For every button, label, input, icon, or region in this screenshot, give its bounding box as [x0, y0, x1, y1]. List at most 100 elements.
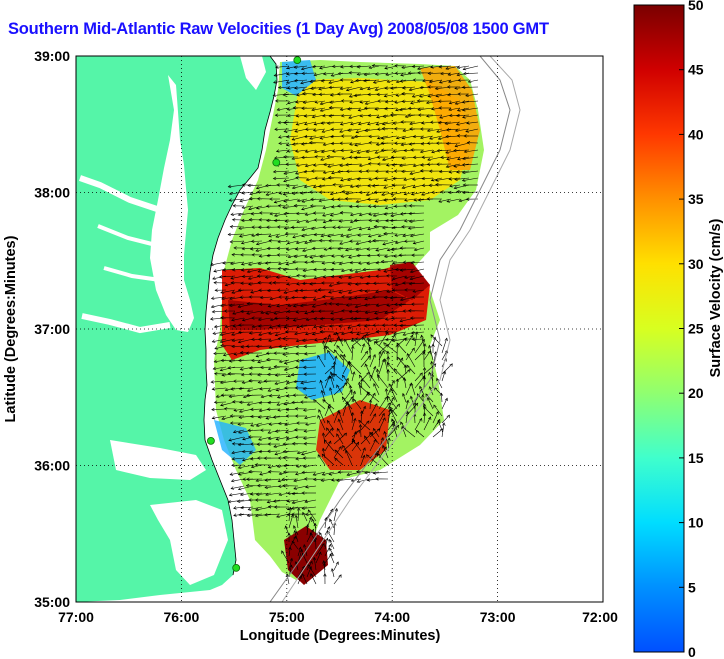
velocity-arrow-head	[220, 403, 224, 407]
velocity-arrow-head	[431, 149, 435, 154]
velocity-arrow	[369, 366, 376, 382]
velocity-arrow	[400, 79, 416, 82]
velocity-arrow	[266, 359, 281, 361]
velocity-arrow	[264, 485, 281, 488]
velocity-arrow-head	[358, 226, 363, 231]
velocity-arrow	[417, 107, 434, 111]
velocity-arrow	[456, 170, 470, 173]
velocity-arrow-head	[349, 389, 353, 393]
velocity-arrow	[319, 324, 335, 328]
velocity-arrow	[404, 219, 416, 222]
velocity-arrow-head	[286, 135, 290, 139]
velocity-arrow-head	[374, 316, 379, 321]
velocity-arrow	[378, 344, 389, 354]
velocity-arrow	[310, 573, 317, 585]
velocity-arrow-head	[339, 211, 344, 215]
velocity-arrow-head	[277, 239, 281, 244]
velocity-arrow-head	[349, 100, 353, 104]
velocity-arrow	[212, 338, 227, 343]
velocity-arrow-head	[299, 324, 304, 328]
velocity-arrow-head	[301, 227, 305, 232]
velocity-arrow	[369, 413, 376, 424]
velocity-arrow-head	[439, 115, 443, 119]
velocity-arrow-head	[249, 457, 254, 461]
velocity-arrow	[462, 114, 479, 118]
velocity-arrow	[318, 409, 326, 424]
velocity-arrow	[268, 331, 281, 335]
velocity-arrow-head	[246, 477, 250, 481]
velocity-arrow	[324, 427, 334, 438]
velocity-arrow-head	[375, 289, 379, 294]
velocity-arrow	[314, 523, 317, 536]
velocity-arrow-head	[322, 113, 326, 118]
velocity-arrow	[334, 457, 344, 466]
velocity-arrow-head	[211, 416, 216, 420]
velocity-arrow-head	[260, 365, 264, 370]
velocity-arrow-head	[401, 99, 405, 104]
velocity-arrow-head	[231, 344, 235, 349]
velocity-arrow-head	[301, 470, 305, 475]
velocity-arrow-head	[465, 197, 470, 201]
velocity-arrow-head	[364, 128, 368, 132]
velocity-arrow-head	[422, 403, 427, 407]
velocity-arrow-head	[282, 192, 287, 196]
velocity-arrow	[286, 135, 299, 138]
velocity-arrow-head	[465, 129, 469, 133]
velocity-arrow	[338, 289, 353, 293]
velocity-arrow-head	[384, 310, 388, 315]
velocity-arrow-head	[373, 413, 377, 417]
velocity-arrow-head	[328, 518, 333, 523]
velocity-arrow-head	[334, 507, 339, 512]
velocity-arrow-head	[328, 538, 332, 543]
velocity-arrow	[250, 408, 263, 410]
velocity-arrow-head	[331, 478, 335, 482]
velocity-arrow	[242, 275, 254, 277]
velocity-arrow-head	[355, 130, 360, 134]
velocity-arrow-head	[329, 375, 333, 380]
velocity-arrow-head	[354, 269, 359, 274]
velocity-arrow-head	[294, 365, 299, 369]
albemarle-sound	[110, 440, 206, 480]
velocity-arrow-head	[337, 71, 342, 76]
velocity-arrow	[340, 86, 353, 90]
velocity-arrow-head	[436, 162, 440, 166]
velocity-arrow-head	[366, 247, 371, 251]
velocity-arrow	[378, 417, 386, 431]
velocity-arrow-head	[278, 359, 283, 363]
velocity-arrow-head	[330, 568, 335, 572]
velocity-arrow-head	[268, 281, 272, 285]
velocity-arrow-head	[436, 377, 440, 382]
velocity-arrow-head	[248, 218, 253, 222]
velocity-arrow-head	[304, 311, 308, 315]
velocity-arrow	[354, 317, 371, 320]
velocity-arrow	[383, 198, 398, 201]
velocity-arrow-head	[457, 92, 461, 96]
velocity-arrow-head	[334, 457, 338, 462]
velocity-arrow-head	[308, 239, 313, 243]
velocity-arrow-head	[382, 242, 386, 246]
velocity-arrow-head	[302, 100, 307, 104]
velocity-arrow	[369, 432, 380, 445]
velocity-arrow-head	[390, 192, 395, 196]
velocity-arrow-head	[320, 121, 324, 125]
velocity-arrow	[274, 212, 290, 217]
velocity-arrow	[378, 233, 389, 237]
velocity-arrow-head	[291, 500, 296, 504]
velocity-arrow	[211, 303, 227, 308]
velocity-arrow	[345, 450, 353, 466]
velocity-arrow-head	[257, 483, 261, 488]
velocity-arrow-head	[367, 227, 371, 231]
velocity-arrow	[429, 345, 434, 361]
velocity-arrow-head	[444, 397, 448, 402]
velocity-arrow-head	[237, 442, 242, 447]
velocity-arrow	[392, 423, 398, 438]
velocity-arrow-head	[294, 129, 298, 133]
velocity-arrow-head	[381, 323, 386, 327]
velocity-arrow-head	[430, 178, 435, 182]
velocity-arrow-head	[337, 247, 341, 251]
velocity-arrow-head	[292, 260, 296, 264]
velocity-arrow-head	[374, 107, 378, 111]
velocity-arrow-head	[340, 233, 344, 238]
velocity-arrow	[408, 107, 425, 109]
velocity-arrow	[321, 79, 335, 82]
